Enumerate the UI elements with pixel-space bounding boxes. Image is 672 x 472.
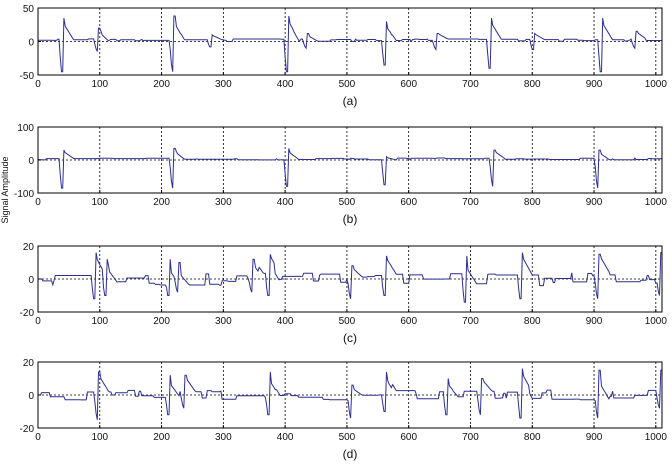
y-tick-label: 100 [17,123,34,134]
x-tick-label: 600 [400,197,417,208]
x-tick-label: 500 [339,79,356,90]
subplot-label: (c) [343,331,357,345]
x-tick-label: 100 [91,432,108,443]
x-tick-label: 800 [524,432,541,443]
x-tick-label: 1000 [645,316,668,327]
x-tick-label: 300 [215,197,232,208]
x-tick-label: 0 [35,197,41,208]
x-tick-label: 600 [400,316,417,327]
subplot-2: 0 100 200 300 400 500 600 700 800 900 10001000-100… [14,123,667,226]
y-tick-label: 0 [28,156,34,167]
x-tick-label: 900 [586,316,603,327]
x-tick-label: 300 [215,79,232,90]
x-tick-label: 700 [462,197,479,208]
x-tick-label: 0 [35,79,41,90]
y-tick-label: 0 [28,391,34,402]
x-tick-label: 700 [462,316,479,327]
x-tick-label: 300 [215,432,232,443]
x-tick-label: 200 [153,432,170,443]
x-tick-label: 200 [153,316,170,327]
y-tick-label: 0 [28,275,34,286]
y-tick-label: -100 [14,189,34,200]
x-tick-label: 500 [339,197,356,208]
y-tick-label: 20 [23,358,35,369]
subplot-label: (a) [343,94,358,108]
y-tick-label: 50 [23,4,35,15]
x-tick-label: 700 [462,432,479,443]
subplot-1: 0 100 200 300 400 500 600 700 800 900 1000500-50(a… [20,4,668,108]
y-tick-label: 0 [28,38,34,49]
y-tick-label: 20 [23,242,35,253]
y-tick-label: -50 [20,71,35,82]
x-tick-label: 400 [277,197,294,208]
x-tick-label: 1000 [645,197,668,208]
subplot-label: (d) [343,447,358,461]
subplot-label: (b) [343,212,358,226]
signal-line [38,15,662,73]
subplot-4: 0 100 200 300 400 500 600 700 800 900 1000200-20(d… [20,358,668,461]
x-tick-label: 900 [586,197,603,208]
x-tick-label: 400 [277,316,294,327]
x-tick-label: 400 [277,432,294,443]
y-axis-label: Signal Amplitude [0,156,10,223]
x-tick-label: 1000 [645,79,668,90]
x-tick-label: 0 [35,316,41,327]
x-tick-label: 300 [215,316,232,327]
subplot-3: 0 100 200 300 400 500 600 700 800 900 1000200-20(c… [20,242,668,345]
x-tick-label: 200 [153,197,170,208]
x-tick-label: 900 [586,79,603,90]
x-tick-label: 500 [339,432,356,443]
x-tick-label: 100 [91,79,108,90]
x-tick-label: 100 [91,197,108,208]
signal-line [38,252,662,303]
x-tick-label: 800 [524,197,541,208]
x-tick-label: 100 [91,316,108,327]
x-tick-label: 0 [35,432,41,443]
signal-line [37,147,662,189]
x-tick-label: 800 [524,79,541,90]
x-tick-label: 1000 [645,432,668,443]
x-tick-label: 600 [400,432,417,443]
x-tick-label: 200 [153,79,170,90]
x-tick-label: 500 [339,316,356,327]
x-tick-label: 700 [462,79,479,90]
x-tick-label: 600 [400,79,417,90]
y-tick-label: -20 [20,424,35,435]
y-tick-label: -20 [20,308,35,319]
x-tick-label: 800 [524,316,541,327]
x-tick-label: 900 [586,432,603,443]
signal-line [38,368,662,420]
x-tick-label: 400 [277,79,294,90]
